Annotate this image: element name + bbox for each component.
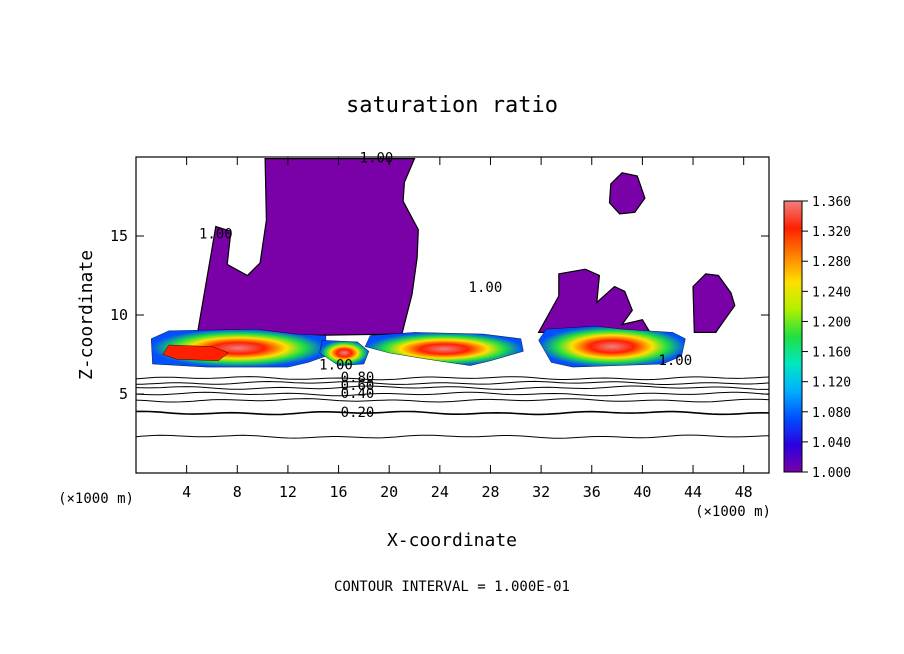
contour-interval-note: CONTOUR INTERVAL = 1.000E-01 — [334, 579, 570, 595]
x-tick-label: 16 — [330, 483, 348, 501]
contour-line — [136, 434, 769, 439]
contour-label: 1.00 — [469, 280, 503, 296]
x-axis-ticks: 4 8 12 16 20 24 28 32 36 40 44 48 — [182, 157, 753, 501]
y-tick-label: 5 — [119, 385, 128, 403]
region-cloud-cores — [162, 344, 229, 362]
x-axis-label: X-coordinate — [387, 530, 517, 551]
colorbar-ticks: 1.360 1.320 1.280 1.240 1.200 1.160 1.120 1.080… — [802, 195, 851, 481]
region-blob-top — [608, 172, 646, 215]
colorbar-tick-label: 1.200 — [812, 315, 851, 330]
contour-label: 0.60 — [341, 378, 375, 394]
y-tick-label: 15 — [110, 227, 128, 245]
x-tick-label: 20 — [380, 483, 398, 501]
colorbar-fill — [783, 200, 803, 473]
x-tick-label: 36 — [583, 483, 601, 501]
x-tick-label: 4 — [182, 483, 191, 501]
colorbar-tick-label: 1.120 — [812, 376, 851, 391]
x-tick-label: 24 — [431, 483, 449, 501]
colorbar-tick-label: 1.080 — [812, 406, 851, 421]
plot-area — [136, 158, 769, 439]
supersaturation-fill — [150, 158, 736, 368]
contour-lines — [136, 376, 769, 439]
colorbar: 1.360 1.320 1.280 1.240 1.200 1.160 1.120 1.080… — [783, 195, 851, 481]
x-tick-label: 48 — [735, 483, 753, 501]
contour-line — [136, 391, 769, 397]
y-axis-ticks: 5 10 15 — [110, 227, 769, 403]
contour-labels: 1.001.001.001.00 1.000.800.600.400.20 — [199, 151, 692, 421]
y-axis-label: Z-coordinate — [76, 250, 97, 380]
colorbar-tick-label: 1.000 — [812, 466, 851, 481]
contour-label: 0.40 — [341, 386, 375, 402]
region-cloud-layer-2 — [319, 340, 370, 366]
region-cloud-layer-4 — [538, 325, 686, 368]
contour-line — [136, 376, 769, 381]
region-cloud-layer-3 — [364, 332, 524, 366]
y-unit-label: (×1000 m) — [58, 491, 134, 507]
contour-label: 0.20 — [341, 405, 375, 421]
x-unit-label: (×1000 m) — [695, 504, 771, 520]
colorbar-tick-label: 1.160 — [812, 346, 851, 361]
contour-label: 1.00 — [658, 353, 692, 369]
x-tick-label: 12 — [279, 483, 297, 501]
contour-line — [136, 398, 769, 403]
contour-label: 0.80 — [341, 370, 375, 386]
contour-line — [136, 380, 769, 385]
chart-title: saturation ratio — [346, 93, 558, 118]
x-tick-label: 28 — [481, 483, 499, 501]
colorbar-tick-label: 1.320 — [812, 225, 851, 240]
colorbar-tick-label: 1.280 — [812, 255, 851, 270]
contour-label: 1.00 — [199, 226, 233, 242]
contour-line — [136, 410, 769, 416]
region-plume-far-east — [692, 273, 736, 333]
x-tick-label: 44 — [684, 483, 702, 501]
contour-label: 1.00 — [360, 151, 394, 167]
x-tick-label: 8 — [233, 483, 242, 501]
contour-label: 1.00 — [319, 358, 353, 374]
region-plume-west — [196, 158, 419, 338]
colorbar-tick-label: 1.040 — [812, 436, 851, 451]
x-tick-label: 40 — [633, 483, 651, 501]
x-tick-label: 32 — [532, 483, 550, 501]
colorbar-tick-label: 1.360 — [812, 195, 851, 210]
region-plume-east — [537, 268, 652, 333]
contour-line — [136, 385, 769, 390]
colorbar-tick-label: 1.240 — [812, 285, 851, 300]
y-tick-label: 10 — [110, 306, 128, 324]
